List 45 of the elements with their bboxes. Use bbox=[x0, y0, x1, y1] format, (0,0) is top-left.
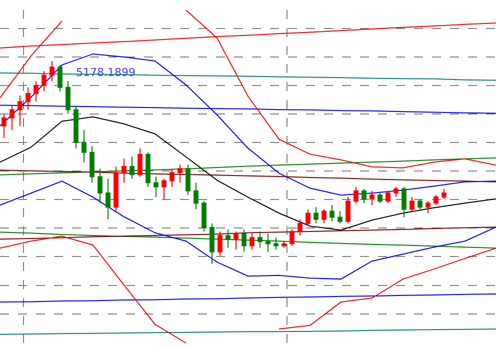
candlestick bbox=[42, 70, 46, 92]
candlestick bbox=[250, 233, 254, 250]
candlestick bbox=[162, 178, 166, 200]
candlestick bbox=[122, 158, 126, 184]
candlestick bbox=[66, 80, 70, 114]
candlestick bbox=[202, 200, 206, 232]
candlestick bbox=[138, 148, 142, 178]
candlestick bbox=[434, 194, 438, 206]
candlestick bbox=[322, 208, 326, 224]
candlestick bbox=[34, 80, 38, 102]
candlestick bbox=[106, 178, 110, 220]
candlestick bbox=[370, 190, 374, 206]
candlestick bbox=[10, 105, 14, 131]
candlestick bbox=[330, 204, 334, 222]
candlestick bbox=[378, 192, 382, 204]
candlestick bbox=[58, 64, 62, 92]
candlestick bbox=[426, 200, 430, 214]
candlestick bbox=[154, 176, 158, 198]
candlestick bbox=[354, 186, 358, 204]
candlestick bbox=[306, 208, 310, 226]
candlestick bbox=[410, 196, 414, 212]
candlestick bbox=[402, 186, 406, 218]
candlestick bbox=[346, 196, 350, 224]
candlestick bbox=[338, 210, 342, 224]
candlestick bbox=[298, 218, 302, 236]
candlestick bbox=[234, 231, 238, 250]
candlestick bbox=[442, 188, 446, 200]
candlestick bbox=[2, 113, 6, 139]
candlestick bbox=[74, 105, 78, 149]
candlestick bbox=[394, 186, 398, 198]
candlestick bbox=[82, 130, 86, 163]
candlestick bbox=[418, 198, 422, 210]
candlestick bbox=[26, 86, 30, 110]
candlestick bbox=[314, 206, 318, 224]
candlestick bbox=[50, 61, 54, 82]
candlestick bbox=[194, 182, 198, 210]
candlestick bbox=[290, 228, 294, 246]
candlestick bbox=[18, 95, 22, 126]
candlestick bbox=[170, 168, 174, 188]
candlestick bbox=[114, 166, 118, 212]
candlestick bbox=[362, 188, 366, 204]
candlestick bbox=[178, 164, 182, 184]
candlestick bbox=[218, 231, 222, 256]
candlestick bbox=[386, 190, 390, 204]
candlestick bbox=[282, 241, 286, 248]
